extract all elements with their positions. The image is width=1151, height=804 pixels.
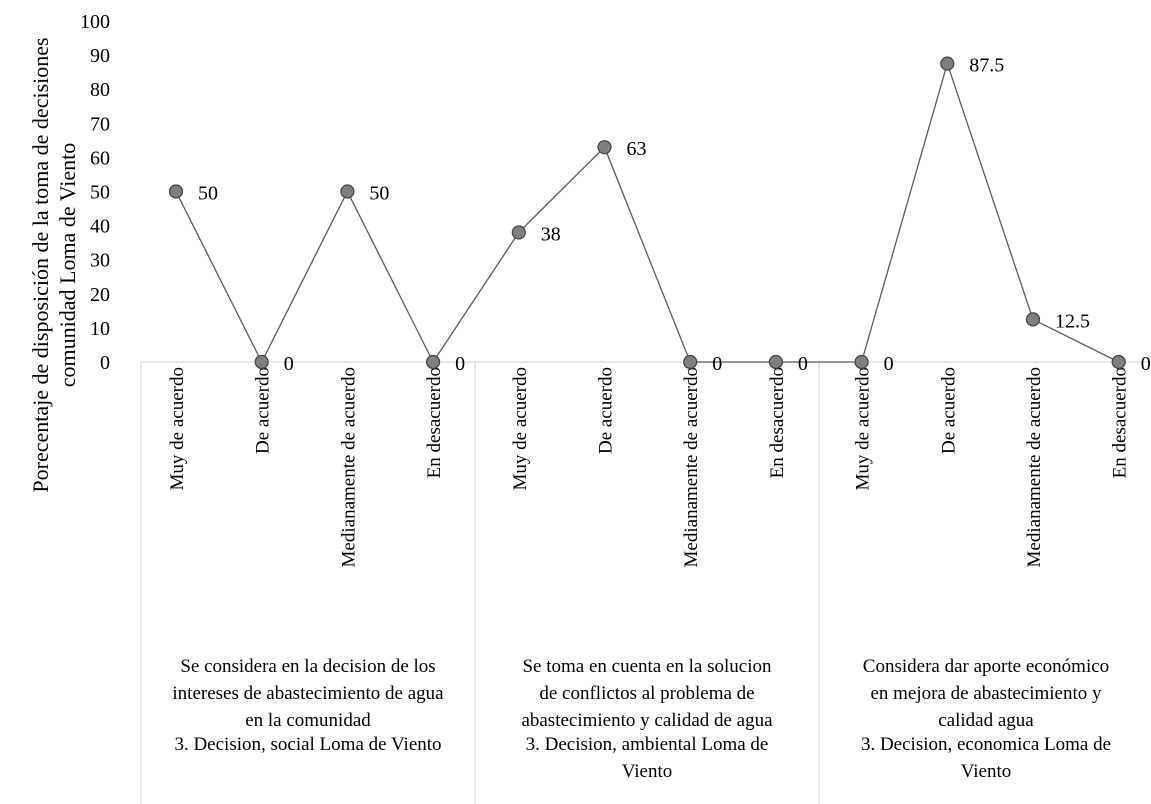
group-label: 3. Decision, social Loma de Viento bbox=[174, 734, 441, 755]
y-axis-title: Porecentaje de disposición de la toma de… bbox=[28, 37, 80, 492]
category-label: De acuerdo bbox=[253, 367, 274, 454]
category-label: Muy de acuerdo bbox=[853, 367, 874, 490]
data-label: 12.5 bbox=[1055, 310, 1090, 332]
data-label: 0 bbox=[455, 353, 465, 375]
category-label: Medianamente de acuerdo bbox=[338, 367, 359, 567]
question-label: abastecimiento y calidad de agua bbox=[521, 710, 773, 731]
series-polyline bbox=[175, 61, 1119, 364]
series-line bbox=[175, 61, 1119, 364]
question-label: de conflictos al problema de bbox=[539, 683, 754, 704]
category-label: De acuerdo bbox=[596, 367, 617, 454]
data-point bbox=[1111, 354, 1126, 370]
data-label: 50 bbox=[198, 183, 218, 205]
y-axis-label: Porecentaje de disposición de la toma de… bbox=[28, 37, 80, 492]
data-label: 38 bbox=[541, 223, 561, 245]
y-tick-label: 0 bbox=[100, 352, 110, 374]
data-point bbox=[340, 184, 355, 199]
question-label: intereses de abastecimiento de agua bbox=[172, 683, 444, 704]
y-tick-label: 60 bbox=[90, 147, 110, 169]
group-label: Viento bbox=[622, 761, 673, 782]
data-label: 0 bbox=[1141, 353, 1151, 375]
data-label: 63 bbox=[627, 138, 647, 160]
question-label: en la comunidad bbox=[245, 710, 371, 731]
category-label: Medianamente de acuerdo bbox=[1024, 367, 1045, 567]
data-point bbox=[168, 184, 184, 199]
data-point bbox=[1025, 312, 1041, 327]
data-label: 87.5 bbox=[969, 55, 1004, 77]
category-label: Muy de acuerdo bbox=[510, 367, 531, 490]
y-tick-label: 50 bbox=[90, 182, 110, 204]
data-point bbox=[683, 354, 698, 370]
category-label: De acuerdo bbox=[938, 367, 959, 454]
data-point bbox=[426, 354, 441, 370]
category-labels: Muy de acuerdo De acuerdo Medianamente de … bbox=[167, 367, 1131, 567]
data-point bbox=[768, 354, 784, 370]
group-label: Viento bbox=[961, 761, 1012, 782]
data-label: 0 bbox=[712, 353, 722, 375]
y-tick-label: 30 bbox=[90, 250, 110, 272]
data-point bbox=[511, 225, 526, 240]
group-labels: 3. Decision, social Loma de Viento 3. Dec… bbox=[174, 734, 1111, 782]
data-point bbox=[940, 56, 955, 71]
category-label: En desacuerdo bbox=[424, 367, 445, 478]
group-label: 3. Decision, ambiental Loma de bbox=[526, 734, 769, 755]
category-label: Muy de acuerdo bbox=[167, 367, 188, 490]
question-label: Se considera en la decision de los bbox=[180, 656, 435, 677]
y-tick-label: 20 bbox=[90, 284, 110, 306]
category-label: En desacuerdo bbox=[767, 367, 788, 478]
y-tick-label: 70 bbox=[90, 113, 110, 135]
data-points bbox=[168, 56, 1126, 370]
data-label: 0 bbox=[284, 353, 294, 375]
category-label: En desacuerdo bbox=[1110, 367, 1131, 478]
category-axis-frame bbox=[140, 361, 1151, 804]
question-label: calidad agua bbox=[938, 710, 1034, 731]
y-tick-label: 100 bbox=[80, 11, 110, 33]
data-labels: 50 0 50 0 38 63 0 0 0 87.5 12.5 0 bbox=[198, 55, 1151, 375]
y-tick-label: 80 bbox=[90, 79, 110, 101]
category-label: Medianamente de acuerdo bbox=[681, 367, 702, 567]
y-axis-ticks: 0 10 20 30 40 50 60 70 80 90 100 bbox=[80, 11, 110, 374]
question-label: Considera dar aporte económico bbox=[863, 656, 1109, 677]
data-label: 0 bbox=[798, 353, 808, 375]
question-label: Se toma en cuenta en la solucion bbox=[522, 656, 772, 677]
data-label: 0 bbox=[884, 353, 894, 375]
data-point bbox=[597, 140, 612, 155]
data-label: 50 bbox=[369, 183, 389, 205]
group-label: 3. Decision, economica Loma de bbox=[861, 734, 1111, 755]
question-labels: Se considera en la decision de los intere… bbox=[172, 656, 1109, 731]
question-label: en mejora de abastecimiento y bbox=[870, 683, 1102, 704]
data-point bbox=[254, 354, 269, 370]
y-tick-label: 90 bbox=[90, 45, 110, 67]
y-tick-label: 40 bbox=[90, 216, 110, 238]
data-point bbox=[854, 354, 869, 370]
y-tick-label: 10 bbox=[90, 318, 110, 340]
